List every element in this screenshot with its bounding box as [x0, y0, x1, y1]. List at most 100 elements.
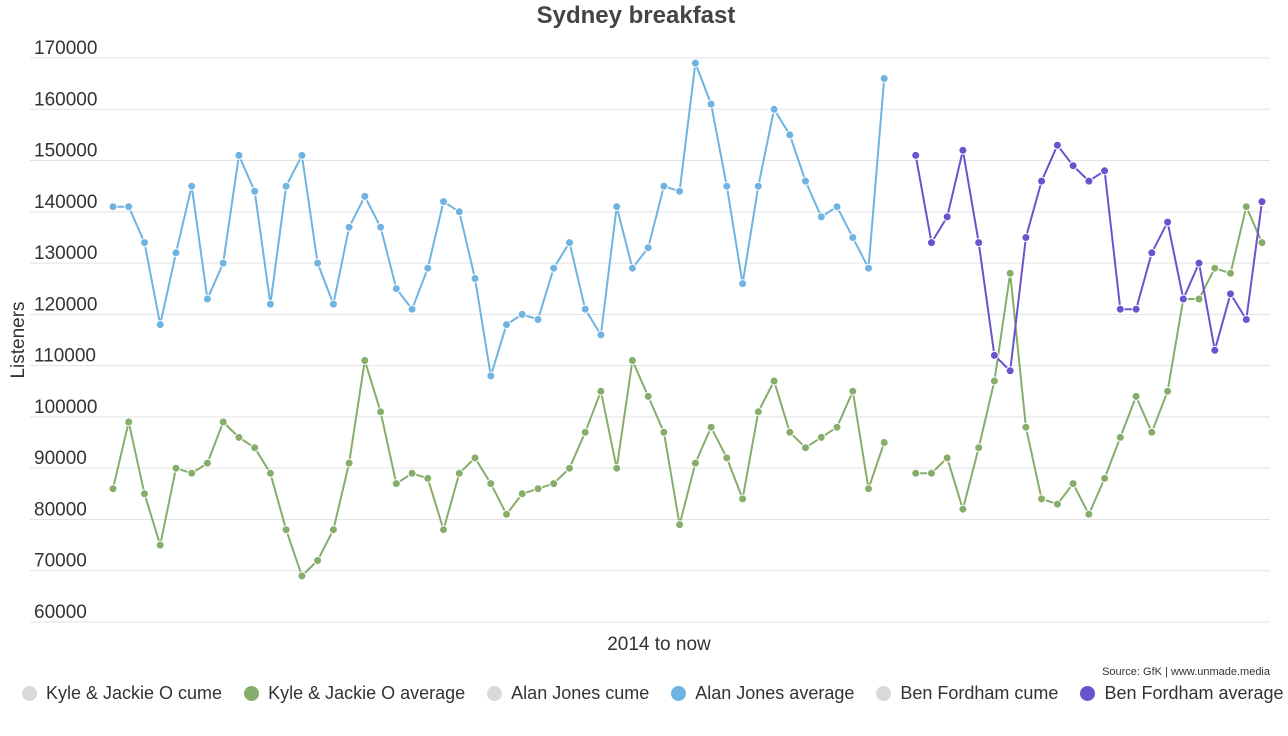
legend-item[interactable]: Kyle & Jackie O cume	[22, 683, 222, 704]
data-point[interactable]	[486, 371, 496, 381]
data-point[interactable]	[596, 386, 606, 396]
data-point[interactable]	[281, 181, 291, 191]
data-point[interactable]	[989, 350, 999, 360]
data-point[interactable]	[533, 315, 543, 324]
legend-item[interactable]: Kyle & Jackie O average	[244, 683, 465, 704]
data-point[interactable]	[360, 356, 370, 365]
data-point[interactable]	[879, 438, 889, 447]
data-point[interactable]	[942, 212, 952, 222]
data-point[interactable]	[502, 320, 511, 330]
data-point[interactable]	[911, 468, 921, 478]
data-point[interactable]	[675, 186, 685, 196]
data-point[interactable]	[1257, 238, 1267, 248]
data-point[interactable]	[753, 407, 763, 417]
data-point[interactable]	[250, 443, 260, 453]
data-point[interactable]	[155, 540, 165, 550]
data-point[interactable]	[391, 284, 401, 294]
data-point[interactable]	[675, 520, 685, 530]
data-point[interactable]	[423, 473, 433, 483]
data-point[interactable]	[1210, 263, 1220, 273]
data-point[interactable]	[942, 453, 952, 463]
data-point[interactable]	[1021, 233, 1031, 242]
data-point[interactable]	[864, 263, 873, 273]
data-point[interactable]	[187, 468, 197, 478]
data-point[interactable]	[816, 212, 826, 222]
data-point[interactable]	[1163, 217, 1173, 227]
data-point[interactable]	[769, 104, 779, 114]
data-point[interactable]	[927, 468, 936, 478]
data-point[interactable]	[1178, 294, 1188, 304]
data-point[interactable]	[1021, 422, 1031, 432]
data-point[interactable]	[643, 391, 653, 401]
data-point[interactable]	[832, 202, 842, 212]
data-point[interactable]	[234, 150, 244, 160]
data-point[interactable]	[864, 484, 873, 494]
data-point[interactable]	[1257, 197, 1267, 207]
data-point[interactable]	[202, 294, 212, 304]
data-point[interactable]	[297, 150, 307, 160]
data-point[interactable]	[580, 427, 590, 437]
data-point[interactable]	[627, 263, 637, 273]
data-point[interactable]	[612, 202, 622, 212]
data-point[interactable]	[832, 422, 842, 432]
data-point[interactable]	[785, 427, 795, 437]
data-point[interactable]	[171, 248, 181, 258]
data-point[interactable]	[155, 320, 165, 330]
legend-item[interactable]: Ben Fordham average	[1080, 683, 1284, 704]
data-point[interactable]	[124, 202, 134, 212]
data-point[interactable]	[769, 376, 779, 386]
data-point[interactable]	[486, 479, 496, 489]
data-point[interactable]	[124, 417, 134, 427]
data-point[interactable]	[848, 386, 858, 396]
data-point[interactable]	[801, 176, 810, 186]
data-point[interactable]	[407, 304, 417, 314]
data-point[interactable]	[313, 258, 323, 268]
data-point[interactable]	[265, 468, 275, 478]
data-point[interactable]	[1194, 258, 1204, 268]
data-point[interactable]	[659, 181, 669, 191]
data-point[interactable]	[1147, 427, 1157, 437]
data-point[interactable]	[848, 233, 858, 242]
data-point[interactable]	[360, 191, 370, 201]
legend-item[interactable]: Alan Jones cume	[487, 683, 649, 704]
data-point[interactable]	[344, 458, 354, 468]
legend-item[interactable]: Ben Fordham cume	[876, 683, 1058, 704]
data-point[interactable]	[376, 222, 386, 232]
data-point[interactable]	[627, 356, 637, 365]
data-point[interactable]	[328, 525, 338, 535]
data-point[interactable]	[1068, 161, 1078, 171]
data-point[interactable]	[171, 463, 181, 473]
data-point[interactable]	[1005, 366, 1015, 376]
data-point[interactable]	[313, 556, 323, 565]
data-point[interactable]	[1084, 176, 1094, 186]
data-point[interactable]	[1100, 166, 1110, 176]
data-point[interactable]	[108, 484, 118, 494]
data-point[interactable]	[1100, 473, 1110, 483]
data-point[interactable]	[974, 443, 984, 453]
data-point[interactable]	[218, 258, 228, 268]
data-point[interactable]	[565, 463, 574, 473]
data-point[interactable]	[297, 571, 307, 581]
data-point[interactable]	[187, 181, 197, 191]
data-point[interactable]	[140, 489, 149, 499]
data-point[interactable]	[565, 238, 574, 248]
data-point[interactable]	[927, 238, 936, 248]
data-point[interactable]	[643, 243, 653, 253]
data-point[interactable]	[596, 330, 606, 340]
data-point[interactable]	[911, 150, 921, 160]
data-point[interactable]	[753, 181, 763, 191]
data-point[interactable]	[1037, 494, 1047, 504]
data-point[interactable]	[517, 309, 527, 319]
data-point[interactable]	[1115, 432, 1125, 442]
data-point[interactable]	[690, 458, 700, 468]
data-point[interactable]	[108, 202, 118, 212]
data-point[interactable]	[281, 525, 291, 535]
data-point[interactable]	[344, 222, 354, 232]
data-point[interactable]	[659, 427, 669, 437]
data-point[interactable]	[879, 74, 889, 83]
data-point[interactable]	[250, 186, 260, 196]
data-point[interactable]	[1194, 294, 1204, 304]
data-point[interactable]	[1241, 315, 1251, 324]
data-point[interactable]	[958, 504, 968, 514]
data-point[interactable]	[470, 274, 480, 283]
